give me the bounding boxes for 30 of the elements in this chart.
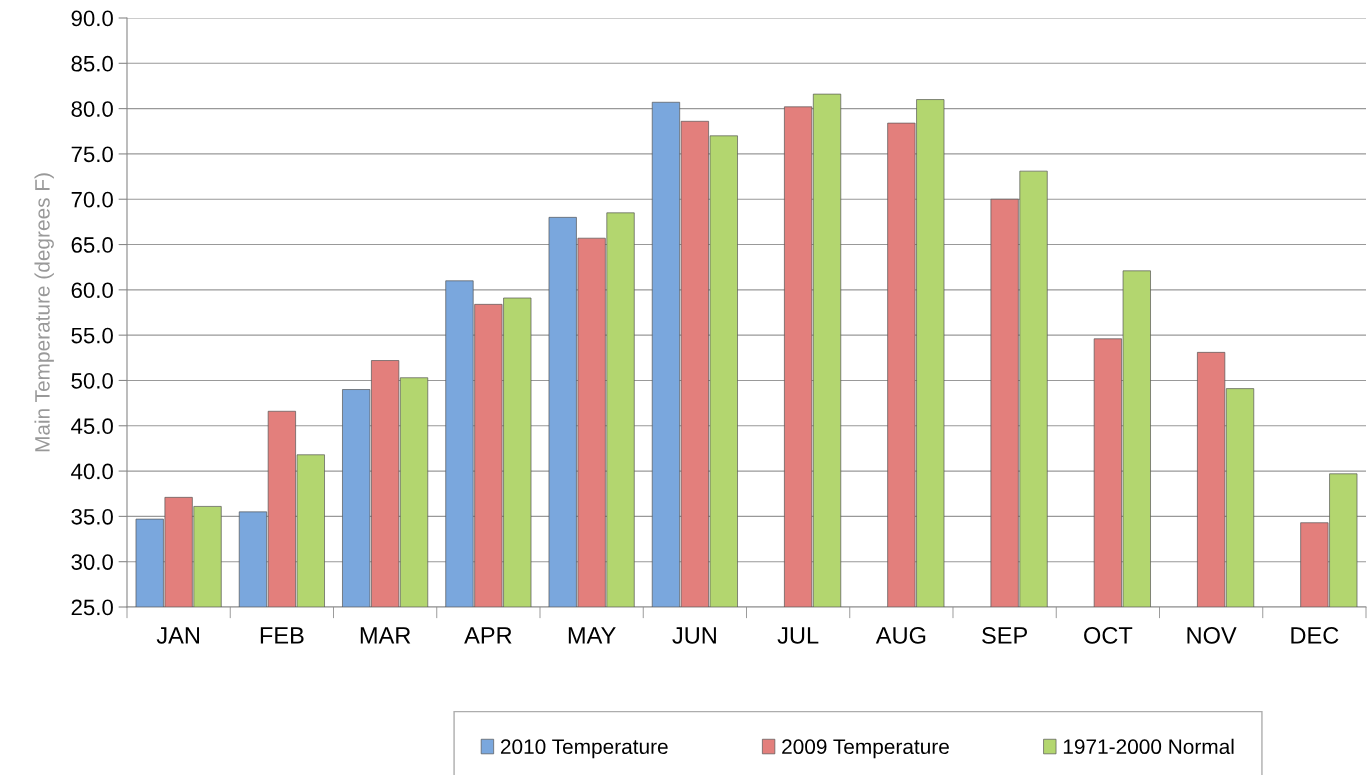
legend-label: 1971-2000 Normal [1063, 738, 1234, 755]
x-tick-label: SEP [982, 627, 1027, 644]
x-tick-label: APR [464, 627, 512, 644]
y-tick-label: 35.0 [71, 508, 113, 525]
y-tick-label: 55.0 [71, 327, 113, 344]
y-tick-label: 80.0 [71, 101, 113, 117]
y-tick-label: 45.0 [71, 418, 113, 435]
x-tick-label: JAN [156, 627, 199, 644]
x-tick-label: AUG [875, 627, 926, 644]
y-axis-title: Main Temperature (degrees F) [34, 173, 54, 452]
x-tick-label: MAR [360, 627, 411, 644]
x-tick-label: JUL [777, 627, 819, 644]
y-tick-label: 85.0 [71, 55, 113, 72]
x-tick-label: FEB [260, 627, 304, 644]
y-tick-label: 75.0 [71, 146, 113, 163]
y-tick-label: 40.0 [71, 463, 113, 480]
legend-label: 2010 Temperature [500, 739, 668, 759]
y-tick-label: 65.0 [71, 237, 113, 253]
x-tick-label: JUN [672, 627, 716, 644]
x-tick-label: OCT [1084, 627, 1133, 644]
y-tick-label: 50.0 [71, 373, 113, 389]
x-tick-label: MAY [568, 627, 616, 644]
y-tick-label: 30.0 [71, 554, 113, 570]
y-tick-label: 70.0 [71, 191, 113, 208]
y-tick-label: 25.0 [71, 599, 113, 616]
legend-label: 2009 Temperature [782, 739, 949, 759]
y-tick-label: 90.0 [71, 10, 113, 27]
x-tick-label: NOV [1187, 627, 1237, 644]
y-tick-label: 60.0 [71, 282, 113, 299]
x-tick-label: DEC [1291, 627, 1339, 644]
